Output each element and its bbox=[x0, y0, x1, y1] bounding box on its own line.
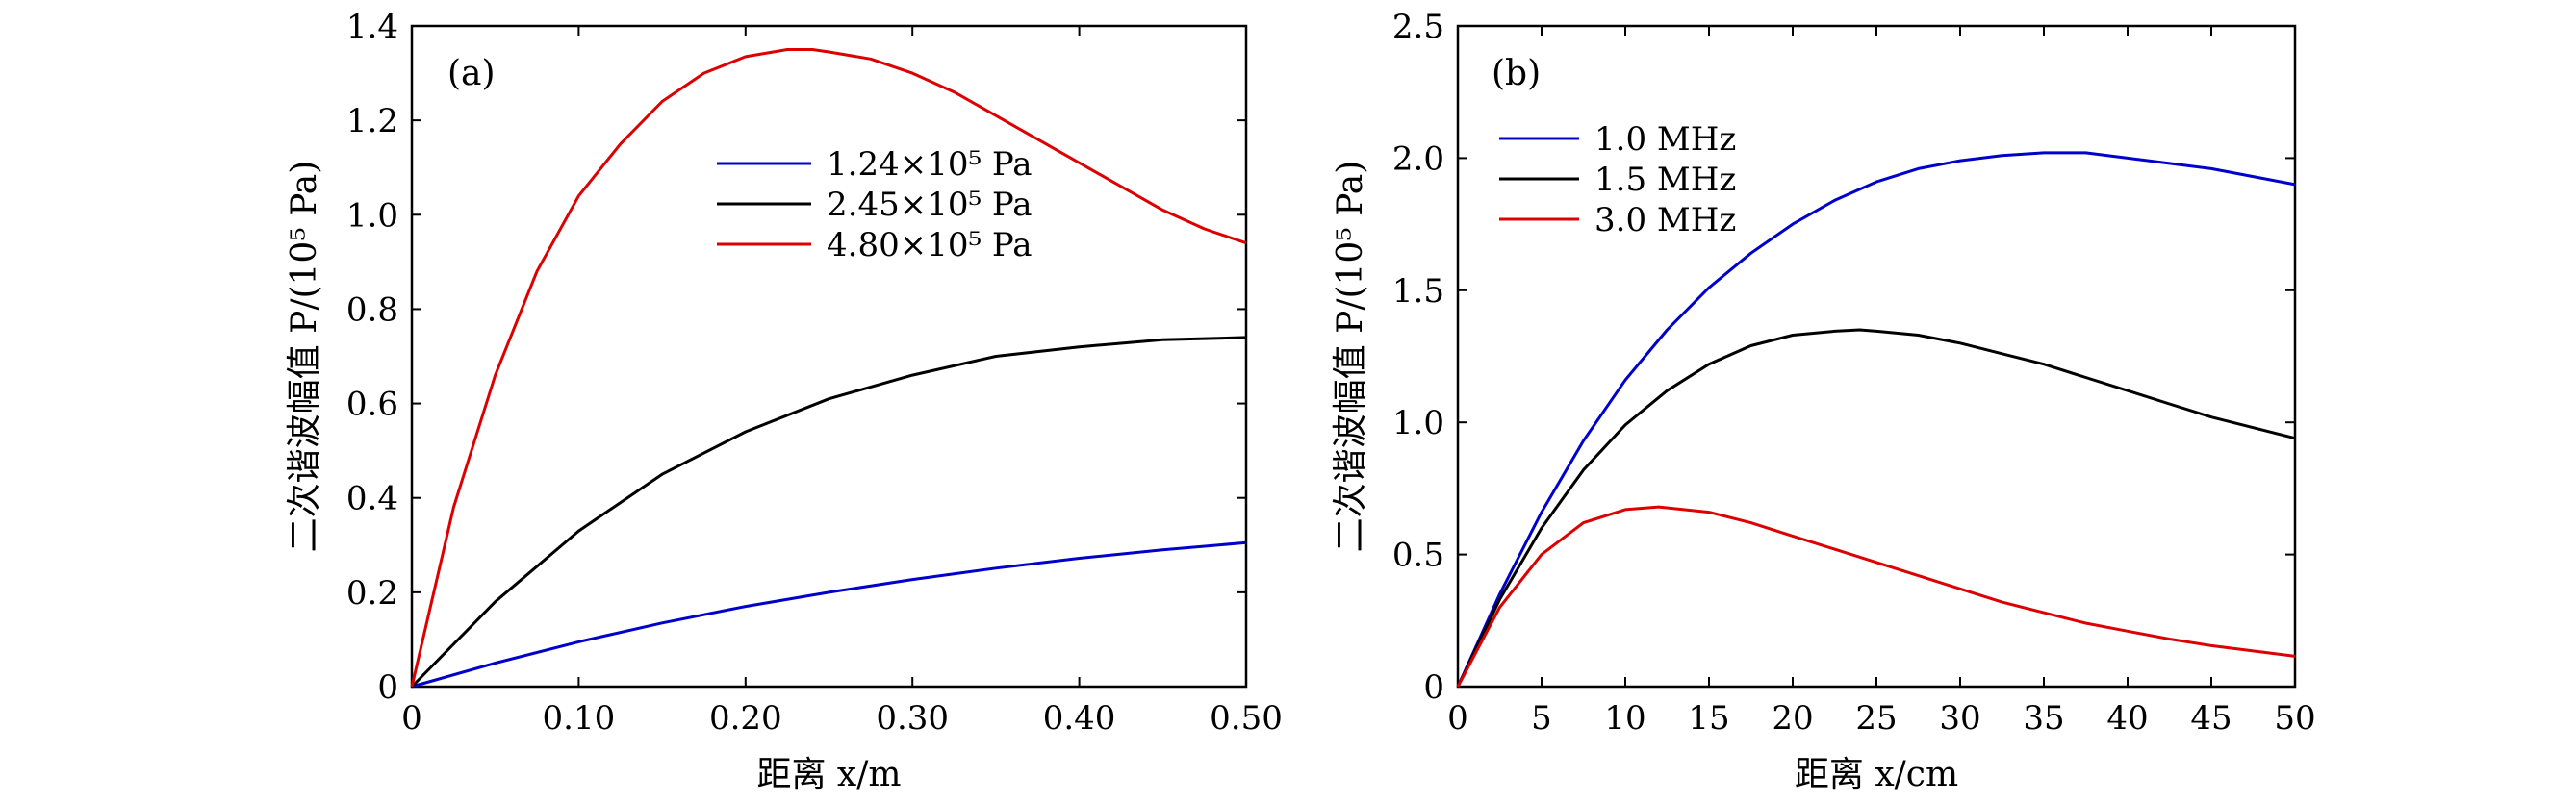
x-axis-label: 距离 x/cm bbox=[1795, 755, 1958, 794]
x-tick-label: 0.50 bbox=[1210, 699, 1283, 738]
series-line-3 bbox=[410, 48, 1247, 688]
legend: 1.24×10⁵ Pa2.45×10⁵ Pa4.80×10⁵ Pa bbox=[717, 145, 1033, 264]
y-tick-label: 0 bbox=[377, 668, 398, 707]
series-line-1 bbox=[411, 540, 1247, 689]
x-tick-label: 0.20 bbox=[709, 699, 782, 738]
y-tick-label: 0 bbox=[1423, 668, 1444, 707]
y-tick-label: 0.8 bbox=[346, 290, 398, 329]
series-line-2 bbox=[1456, 328, 2296, 688]
x-tick-label: 40 bbox=[2106, 699, 2148, 738]
x-tick-label: 0.40 bbox=[1043, 699, 1116, 738]
legend-label: 1.0 MHz bbox=[1594, 120, 1736, 159]
series-line-1 bbox=[1456, 151, 2296, 688]
plot-frame bbox=[410, 24, 1248, 689]
y-tick-label: 2.0 bbox=[1392, 139, 1444, 178]
y-axis-label: 二次谐波幅值 P/(10⁵ Pa) bbox=[1331, 161, 1370, 553]
x-tick-label: 0 bbox=[401, 699, 422, 738]
y-tick-label: 1.4 bbox=[346, 8, 398, 46]
x-tick-label: 5 bbox=[1531, 699, 1552, 738]
y-tick-label: 0.4 bbox=[346, 480, 398, 518]
y-tick-label: 1.0 bbox=[1392, 404, 1444, 442]
x-tick-label: 50 bbox=[2274, 699, 2315, 738]
x-tick-label: 10 bbox=[1604, 699, 1645, 738]
panel-label: (b) bbox=[1492, 54, 1541, 93]
y-tick-label: 0.5 bbox=[1392, 537, 1444, 575]
panel-label: (a) bbox=[447, 54, 496, 93]
y-tick-label: 1.2 bbox=[346, 102, 398, 140]
x-tick-label: 30 bbox=[1939, 699, 1980, 738]
y-tick-label: 1.0 bbox=[346, 196, 398, 235]
y-tick-label: 1.5 bbox=[1392, 272, 1444, 311]
x-tick-label: 0.10 bbox=[543, 699, 616, 738]
series-line-2 bbox=[410, 336, 1247, 689]
x-tick-label: 35 bbox=[2023, 699, 2064, 738]
series-line-3 bbox=[1456, 505, 2296, 688]
legend-label: 4.80×10⁵ Pa bbox=[827, 226, 1033, 264]
legend-label: 1.5 MHz bbox=[1594, 161, 1736, 199]
chart-panel-b: 0 5 10 15 20 25 30 35 40 45 50 0 0.5 1.0 1.5 2.0 2.5 距离 x… bbox=[1331, 8, 2316, 794]
legend-label: 1.24×10⁵ Pa bbox=[827, 145, 1033, 184]
x-tick-label: 15 bbox=[1688, 699, 1729, 738]
y-tick-label: 0.2 bbox=[346, 574, 398, 613]
y-axis-label: 二次谐波幅值 P/(10⁵ Pa) bbox=[285, 161, 324, 553]
x-tick-label: 0 bbox=[1447, 699, 1468, 738]
x-tick-label: 0.30 bbox=[876, 699, 949, 738]
x-tick-label: 45 bbox=[2190, 699, 2232, 738]
x-axis-label: 距离 x/m bbox=[756, 755, 901, 794]
x-tick-label: 20 bbox=[1772, 699, 1813, 738]
legend-label: 2.45×10⁵ Pa bbox=[827, 186, 1033, 224]
legend-label: 3.0 MHz bbox=[1594, 201, 1736, 239]
chart-panel-a: 0 0.10 0.20 0.30 0.40 0.50 0 0.2 0.4 0.6 0.8 1.0 1.2… bbox=[285, 8, 1283, 794]
y-tick-label: 0.6 bbox=[346, 386, 398, 424]
y-tick-label: 2.5 bbox=[1392, 8, 1444, 46]
x-tick-label: 25 bbox=[1855, 699, 1897, 738]
